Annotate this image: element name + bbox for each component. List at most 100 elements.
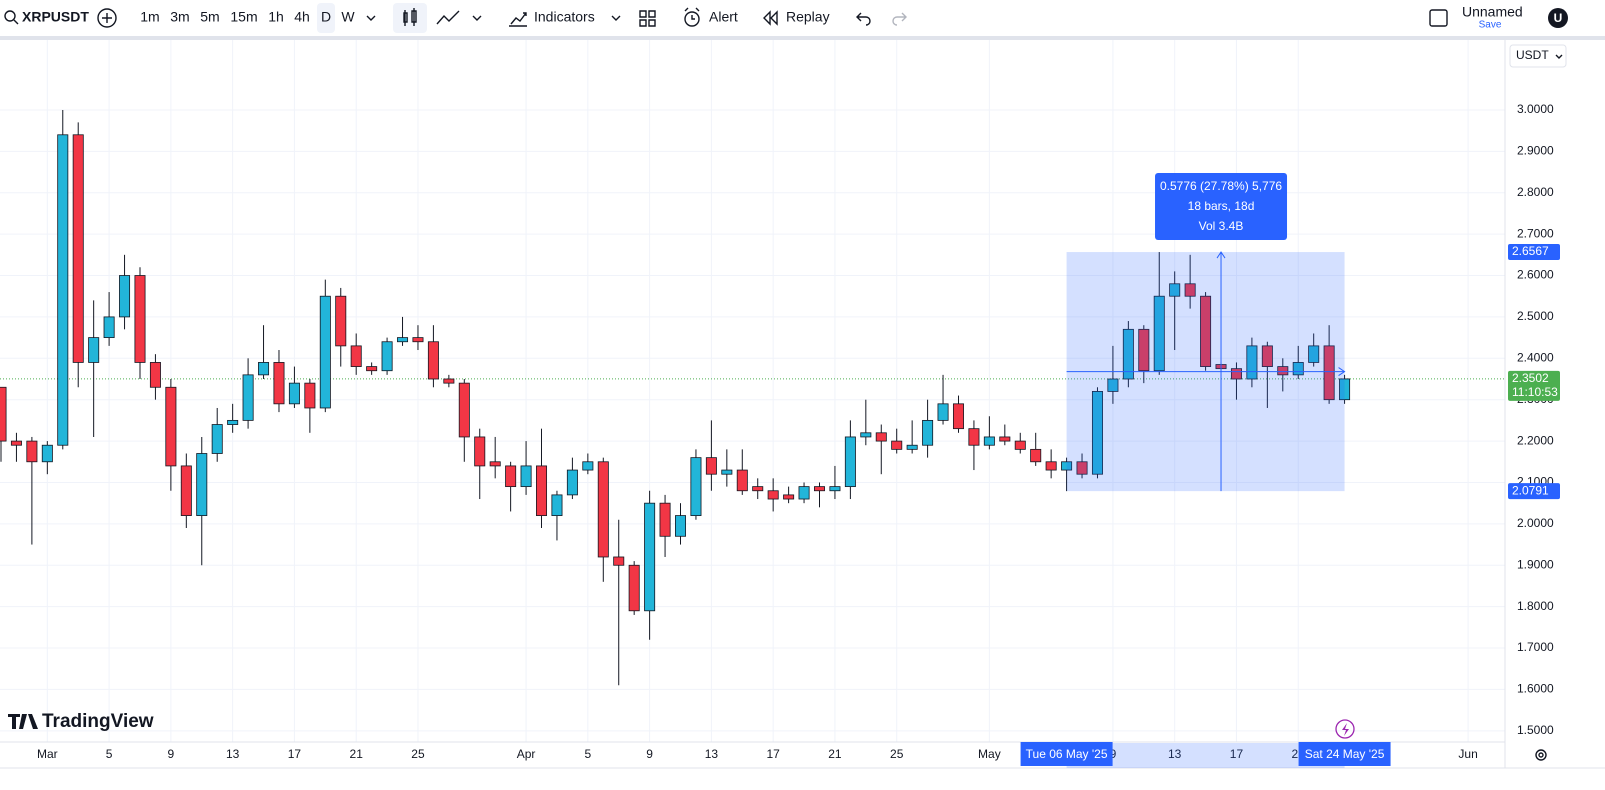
candle-body — [520, 465, 532, 488]
compare-icon — [102, 13, 112, 23]
toolbar: XRPUSDT 1m 3m 5m 15m 1h 4h D W Indicators Alert… — [0, 0, 1605, 40]
candle-body — [875, 432, 887, 442]
interval-button[interactable]: 4h — [294, 9, 310, 25]
interval-button[interactable]: 3m — [170, 9, 189, 25]
currency-label[interactable]: USDT — [1516, 48, 1549, 62]
candle-body — [1308, 345, 1320, 363]
currency-button[interactable] — [1509, 44, 1567, 68]
templates-icon[interactable] — [639, 10, 656, 27]
alert-icon-hands — [684, 7, 700, 20]
redo-button[interactable] — [892, 12, 907, 26]
candle-body — [26, 440, 38, 463]
candle-body — [0, 386, 7, 442]
candle-body — [397, 337, 409, 343]
y-tick-label: 2.7000 — [1517, 226, 1554, 240]
layout-checkbox[interactable] — [1429, 9, 1448, 27]
lightning-icon — [1342, 723, 1349, 736]
candle-body — [165, 386, 177, 467]
y-tick-label: 3.0000 — [1517, 102, 1554, 116]
indicators-dropdown[interactable] — [611, 15, 621, 21]
alert-icon[interactable] — [684, 11, 700, 27]
candle-body — [134, 275, 146, 363]
candle-body — [798, 486, 810, 500]
chart-type-bg[interactable] — [393, 3, 427, 33]
candle-body — [1261, 345, 1273, 367]
candle-body — [783, 494, 795, 500]
candle-body — [1076, 461, 1088, 475]
replay-icon[interactable] — [763, 10, 778, 26]
alert-button[interactable]: Alert — [709, 9, 738, 25]
y-tick-label: 1.5000 — [1517, 723, 1554, 737]
interval-button[interactable]: W — [341, 9, 355, 25]
compare-button[interactable] — [97, 8, 117, 28]
y-tick-label: 2.5000 — [1517, 309, 1554, 323]
candle-body — [659, 502, 671, 537]
candle-body — [752, 486, 764, 492]
candle-body — [705, 457, 717, 475]
x-tick-label: Apr — [517, 747, 536, 761]
x-tick-label: 21 — [350, 747, 364, 761]
x-tick-label: 9 — [1110, 747, 1117, 761]
indicators-button[interactable]: Indicators — [534, 9, 595, 25]
candle-body — [613, 556, 625, 566]
x-tick-label: 13 — [1168, 747, 1182, 761]
indicators-icon[interactable] — [509, 12, 527, 27]
undo-button[interactable] — [856, 12, 871, 26]
candle-body — [1230, 368, 1242, 380]
toolbar-border — [0, 36, 1605, 40]
lightning-button[interactable] — [1335, 719, 1355, 739]
y-tick-label: 2.0000 — [1517, 516, 1554, 530]
candle-body — [41, 444, 53, 463]
interval-button[interactable]: 1h — [268, 9, 284, 25]
save-button[interactable]: Save — [1479, 20, 1502, 31]
candle-body — [1153, 295, 1165, 372]
plot — [0, 109, 1505, 686]
layout-name[interactable]: Unnamed — [1462, 4, 1523, 20]
x-tick-label: 5 — [585, 747, 592, 761]
candle-body — [844, 436, 856, 488]
candle-body — [1323, 345, 1335, 401]
candle-body — [288, 382, 300, 405]
logo: TradingView — [42, 711, 154, 732]
candle-body — [767, 490, 779, 500]
candle-body — [566, 469, 578, 496]
candle-body — [1339, 378, 1351, 401]
interval-button[interactable]: 1m — [140, 9, 159, 25]
candle-body — [1107, 378, 1119, 392]
interval-dropdown[interactable] — [366, 15, 376, 21]
interval-group: 1m 3m 5m 15m 1h 4h D W — [140, 9, 355, 25]
measure-date-label: Sat 24 May '25 — [1305, 747, 1385, 761]
line-icon[interactable] — [436, 10, 460, 25]
candle-body — [690, 457, 702, 516]
measure-high-label-bg — [1508, 244, 1560, 261]
y-tick-label: 1.6000 — [1517, 682, 1554, 696]
last-price-label: 2.3502 — [1512, 371, 1549, 385]
candle-body — [1292, 362, 1304, 376]
avatar[interactable] — [1548, 8, 1568, 28]
interval-button[interactable]: D — [321, 9, 331, 25]
x-tick-label: 5 — [106, 747, 113, 761]
candle-body — [628, 564, 640, 612]
candle-body — [258, 362, 270, 376]
x-tick-label: 9 — [168, 747, 175, 761]
chart-dropdown[interactable] — [472, 15, 482, 21]
x-tick-label: 17 — [766, 747, 780, 761]
measure-arrow-head — [1338, 367, 1346, 377]
interval-active-bg — [317, 3, 335, 33]
candle-body — [1122, 328, 1134, 380]
candle-body — [582, 461, 594, 471]
y-tick-label: 2.6000 — [1517, 268, 1554, 282]
x-tick-label: May — [978, 747, 1001, 761]
measure-info: 18 bars, 18d — [1188, 199, 1255, 213]
candle-body — [366, 366, 378, 372]
replay-button[interactable]: Replay — [786, 9, 830, 25]
symbol[interactable]: XRPUSDT — [22, 9, 89, 25]
interval-button[interactable]: 15m — [230, 9, 257, 25]
settings-button[interactable] — [1535, 749, 1547, 761]
logo-icon — [8, 714, 38, 729]
search-icon[interactable] — [4, 10, 16, 22]
interval-button[interactable]: 5m — [200, 9, 219, 25]
x-tick-label: 17 — [288, 747, 302, 761]
last-price-label-bg — [1508, 370, 1560, 401]
